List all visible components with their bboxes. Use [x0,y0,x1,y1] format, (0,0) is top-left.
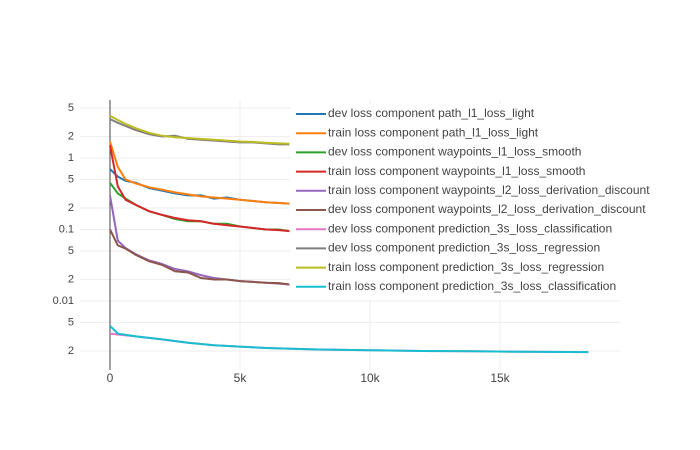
series-line [109,168,290,205]
y-tick-label: 0.01 [53,295,74,307]
series-line [109,325,589,354]
legend-label: train loss component path_l1_loss_light [328,125,539,139]
series-line [109,118,290,146]
legend-label: train loss component waypoints_l1_loss_s… [328,164,585,178]
series-line [109,114,290,145]
series-line [109,182,290,233]
x-tick-label: 5k [234,371,248,385]
y-tick-label: 5 [68,245,74,257]
y-tick-label: 0.1 [59,223,74,235]
x-tick-label: 0 [107,371,114,385]
y-tick-label: 5 [68,102,74,114]
legend-label: dev loss component path_l1_loss_light [328,106,535,120]
x-tick-label: 15k [490,371,510,385]
x-tick-label: 10k [360,371,380,385]
legend: dev loss component path_l1_loss_lighttra… [290,104,698,300]
legend-label: train loss component waypoints_l2_loss_d… [328,183,650,197]
y-tick-label: 2 [68,345,74,357]
series-line [109,229,290,286]
legend-label: train loss component prediction_3s_loss_… [328,279,616,293]
lines [109,114,589,354]
legend-label: dev loss component waypoints_l1_loss_smo… [328,145,581,159]
y-tick-label: 2 [68,202,74,214]
y-tick-label: 2 [68,273,74,285]
series-line [109,145,290,233]
legend-label: dev loss component prediction_3s_loss_cl… [328,221,612,235]
legend-box [290,104,698,300]
legend-label: train loss component prediction_3s_loss_… [328,260,604,274]
y-tick-label: 2 [68,130,74,142]
y-tick-label: 5 [68,173,74,185]
legend-label: dev loss component waypoints_l2_loss_der… [328,202,646,216]
series-line [109,195,290,286]
series-line [109,141,290,205]
y-tick-label: 5 [68,316,74,328]
legend-label: dev loss component prediction_3s_loss_re… [328,241,600,255]
y-tick-label: 1 [68,152,74,164]
